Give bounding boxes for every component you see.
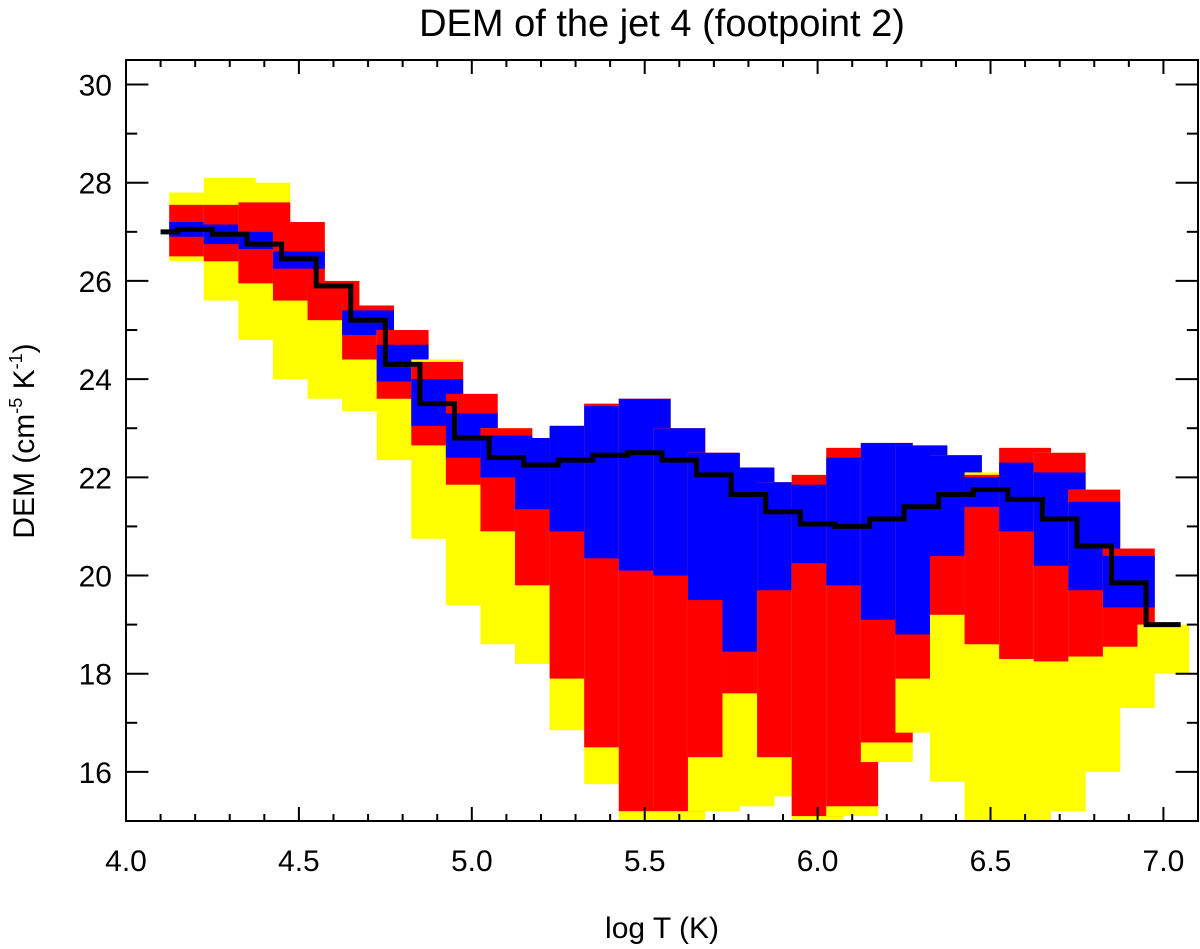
y-tick-label: 18	[79, 659, 112, 692]
y-tick-label: 16	[79, 757, 112, 790]
x-tick-label: 4.5	[278, 845, 320, 878]
x-tick-label: 6.0	[797, 845, 839, 878]
y-tick-label: 26	[79, 266, 112, 299]
x-tick-label: 5.5	[624, 845, 666, 878]
y-axis-label-suffix: )	[8, 343, 41, 353]
x-tick-label: 6.5	[970, 845, 1012, 878]
y-axis-label-mid: K	[8, 369, 41, 397]
chart-title: DEM of the jet 4 (footpoint 2)	[419, 3, 905, 45]
ticks-layer: 4.0 4.5 5.0 5.5 6.0 6.5 7.0 16 18 20 22 24 26 28 30	[79, 60, 1199, 878]
y-axis-label-sup1: -5	[6, 398, 26, 414]
x-axis-label: log T (K)	[605, 912, 719, 945]
line-layer	[160, 226, 1181, 628]
y-tick-label: 28	[79, 168, 112, 201]
plot-frame	[125, 59, 1199, 822]
y-tick-label: 30	[79, 70, 112, 103]
yellow-bar-28	[1137, 624, 1190, 674]
y-tick-label: 24	[79, 364, 112, 397]
y-tick-label: 22	[79, 462, 112, 495]
y-tick-label: 20	[79, 561, 112, 594]
y-axis-label-prefix: DEM (cm	[8, 414, 41, 539]
dem-step-line	[160, 226, 1181, 628]
x-tick-label: 7.0	[1143, 845, 1185, 878]
y-axis-label-sup2: -1	[6, 353, 26, 369]
bars-layer	[169, 177, 1190, 821]
x-tick-label: 4.0	[105, 845, 147, 878]
x-tick-label: 5.0	[451, 845, 493, 878]
y-axis-label: DEM (cm-5 K-1)	[6, 343, 41, 538]
